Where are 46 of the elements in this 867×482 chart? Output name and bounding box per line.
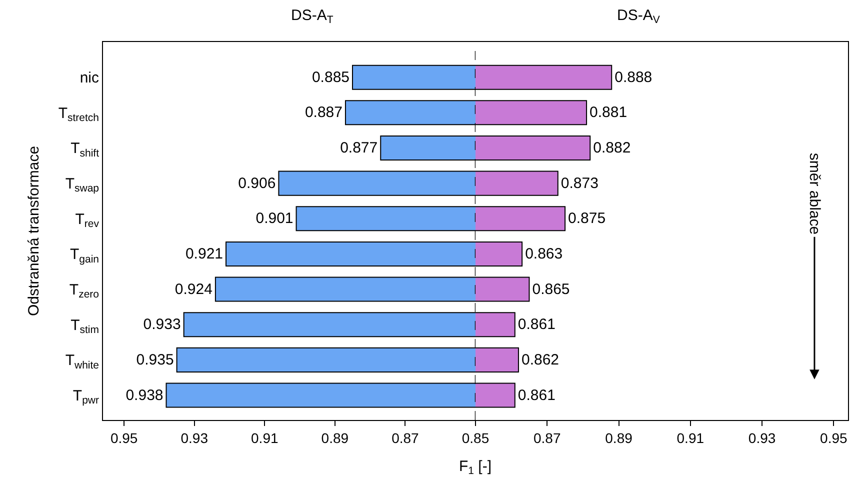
data-label: 0.861 (518, 386, 556, 404)
y-tick-label: T$_{zero}$ (69, 282, 100, 301)
x-tick-label: 0.87 (392, 430, 420, 446)
data-label: 0.888 (614, 68, 652, 86)
data-label: 0.933 (143, 316, 181, 334)
y-axis-title: Odstraněná transformace (26, 146, 43, 316)
chart-title: DS-A$_{V}$ (617, 7, 660, 26)
data-label: 0.935 (136, 351, 174, 368)
data-label: 0.875 (568, 210, 606, 228)
y-tick-label: T$_{swap}$ (65, 176, 100, 195)
data-label: 0.924 (174, 280, 212, 298)
y-tick-label: T$_{stretch}$ (58, 104, 100, 124)
data-label: 0.906 (238, 174, 276, 192)
data-label: 0.885 (312, 68, 350, 86)
data-label: 0.862 (521, 351, 560, 368)
y-tick-label: T$_{pwr}$ (72, 388, 100, 407)
x-tick-label: 0.85 (462, 430, 490, 446)
y-tick-label: T$_{shift}$ (70, 140, 100, 160)
data-label: 0.901 (256, 210, 294, 228)
x-tick-label: 0.87 (534, 430, 561, 446)
data-label: 0.865 (532, 280, 570, 298)
x-tick-label: 0.91 (676, 430, 704, 446)
data-label: 0.877 (340, 139, 378, 156)
annotation: směr ablace (806, 152, 823, 235)
x-tick-label: 0.91 (251, 430, 278, 446)
x-tick-label: 0.93 (180, 430, 208, 446)
y-tick-label: T$_{rev}$ (75, 210, 100, 230)
data-label: 0.873 (560, 174, 598, 192)
y-tick-label: T$_{gain}$ (70, 246, 100, 266)
x-tick-label: 0.89 (605, 430, 633, 446)
data-label: 0.921 (185, 245, 223, 262)
data-label: 0.882 (593, 139, 631, 156)
data-label: 0.881 (590, 104, 628, 122)
x-tick-label: 0.95 (110, 430, 138, 446)
y-tick-label: T$_{white}$ (65, 352, 100, 372)
y-tick-label: T$_{stim}$ (70, 316, 100, 336)
chart-title: DS-A$_{T}$ (291, 7, 334, 26)
x-axis-title: F$_{1}$ [-] (459, 458, 492, 478)
data-label: 0.887 (304, 104, 342, 122)
x-tick-label: 0.89 (321, 430, 349, 446)
x-tick-label: 0.93 (748, 430, 776, 446)
x-tick-label: 0.95 (820, 430, 848, 446)
data-label: 0.861 (518, 316, 556, 334)
data-label: 0.938 (126, 386, 164, 404)
y-tick-label: nic (80, 70, 100, 87)
data-label: 0.863 (525, 245, 563, 262)
